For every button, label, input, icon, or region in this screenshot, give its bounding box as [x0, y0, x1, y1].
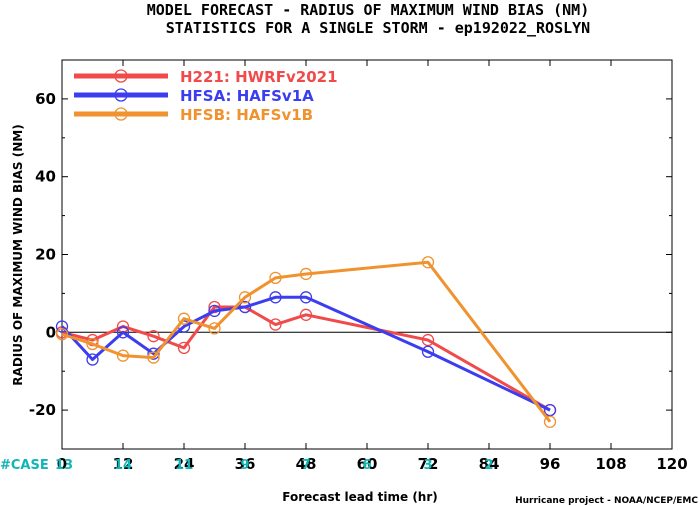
- case-count: 3: [423, 458, 432, 473]
- case-count: 13: [55, 458, 73, 473]
- data-point: [269, 291, 282, 304]
- y-tick-label: 60: [35, 90, 56, 108]
- x-tick-label: 108: [595, 455, 626, 473]
- case-count: 9: [240, 458, 249, 473]
- y-tick-label: -20: [29, 401, 56, 419]
- data-point: [421, 256, 435, 269]
- data-point: [55, 328, 69, 341]
- x-tick-label: 48: [296, 455, 317, 473]
- data-point: [269, 318, 282, 331]
- case-count: 2: [484, 458, 493, 473]
- data-point: [116, 349, 130, 362]
- legend-marker: [114, 69, 128, 83]
- x-tick-label: 84: [479, 455, 500, 473]
- legend-marker: [114, 107, 128, 121]
- data-point: [86, 353, 99, 366]
- data-point: [543, 415, 557, 428]
- x-tick-label: 24: [174, 455, 195, 473]
- data-point: [238, 300, 252, 314]
- chart-subtitle: STATISTICS FOR A SINGLE STORM - ep192022…: [166, 19, 590, 37]
- legend-label: H221: HWRFv2021: [180, 68, 338, 86]
- data-point: [86, 337, 99, 351]
- data-point: [299, 308, 313, 321]
- legend-label: HFSA: HAFSv1A: [180, 87, 314, 105]
- chart-title: MODEL FORECAST - RADIUS OF MAXIMUM WIND …: [147, 1, 590, 19]
- case-count: 11: [175, 458, 193, 473]
- legend-marker: [114, 88, 128, 102]
- data-point: [238, 291, 252, 304]
- data-point: [55, 320, 69, 333]
- data-point: [543, 403, 557, 417]
- data-point: [177, 341, 191, 355]
- x-tick-label: 120: [656, 455, 687, 473]
- x-tick-label: 0: [57, 455, 67, 473]
- data-point: [147, 330, 160, 343]
- data-point: [299, 267, 313, 281]
- y-tick-label: 0: [46, 323, 56, 341]
- series-line: [61, 260, 552, 423]
- x-axis-label: Forecast lead time (hr): [282, 490, 438, 504]
- x-tick-label: 72: [418, 455, 439, 473]
- data-point: [421, 345, 435, 358]
- plot-frame: [61, 59, 673, 450]
- data-point: [147, 347, 160, 360]
- series-line: [61, 305, 551, 412]
- data-point: [421, 333, 435, 347]
- data-point: [116, 326, 130, 339]
- data-point: [269, 271, 282, 284]
- data-point: [86, 333, 99, 347]
- data-point: [177, 312, 191, 325]
- x-tick-label: 96: [540, 455, 561, 473]
- y-tick-label: 20: [35, 246, 56, 264]
- x-tick-label: 36: [235, 455, 256, 473]
- case-label: #CASE: [0, 458, 49, 473]
- case-count: 14: [114, 458, 132, 473]
- y-tick-label: 40: [35, 168, 56, 186]
- data-point: [299, 291, 313, 304]
- data-point: [208, 304, 221, 318]
- series-line: [60, 295, 551, 412]
- legend-label: HFSB: HAFSv1B: [180, 106, 313, 124]
- x-tick-label: 12: [113, 455, 134, 473]
- y-axis-label: RADIUS OF MAXIMUM WIND BIAS (NM): [11, 124, 25, 385]
- credit-text: Hurricane project - NOAA/NCEP/EMC: [515, 496, 698, 506]
- case-count: 7: [301, 458, 310, 473]
- data-point: [208, 322, 221, 335]
- case-count: 6: [362, 458, 371, 473]
- data-point: [147, 351, 160, 364]
- x-tick-label: 60: [357, 455, 378, 473]
